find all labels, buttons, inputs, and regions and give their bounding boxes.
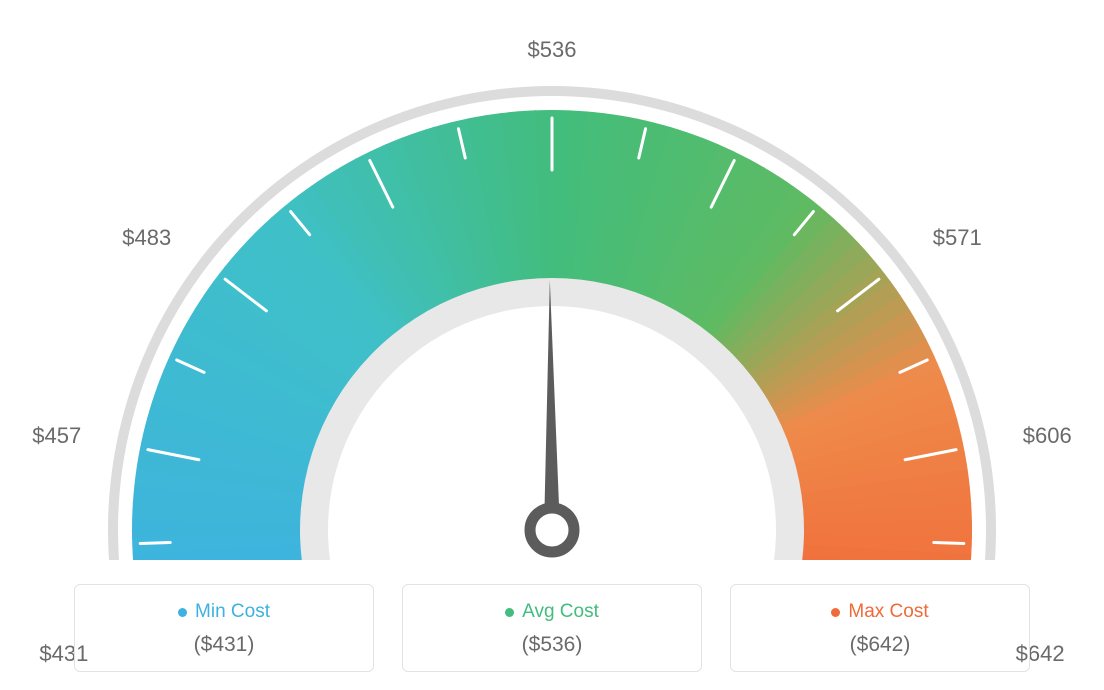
- legend-value-max: ($642): [741, 633, 1019, 657]
- gauge-tick-label: $536: [528, 37, 577, 63]
- gauge-container: $431$457$483$536$571$606$642: [0, 0, 1104, 560]
- legend-dot-avg: [505, 608, 514, 617]
- legend-dot-min: [178, 608, 187, 617]
- legend-card-avg: Avg Cost ($536): [402, 584, 702, 672]
- legend-title-min: Min Cost: [178, 601, 270, 623]
- legend-label-max: Max Cost: [848, 601, 928, 623]
- legend-label-min: Min Cost: [195, 601, 270, 623]
- legend-title-avg: Avg Cost: [505, 601, 599, 623]
- legend-card-max: Max Cost ($642): [730, 584, 1030, 672]
- legend-value-avg: ($536): [413, 633, 691, 657]
- legend-card-min: Min Cost ($431): [74, 584, 374, 672]
- gauge-tick-label: $606: [1023, 423, 1072, 449]
- gauge-tick-label: $483: [122, 225, 171, 251]
- gauge-svg: [0, 0, 1104, 560]
- legend-row: Min Cost ($431) Avg Cost ($536) Max Cost…: [0, 584, 1104, 672]
- gauge-tick-label: $571: [933, 225, 982, 251]
- legend-value-min: ($431): [85, 633, 363, 657]
- gauge-tick-label: $457: [32, 423, 81, 449]
- legend-dot-max: [831, 608, 840, 617]
- legend-label-avg: Avg Cost: [522, 601, 599, 623]
- legend-title-max: Max Cost: [831, 601, 928, 623]
